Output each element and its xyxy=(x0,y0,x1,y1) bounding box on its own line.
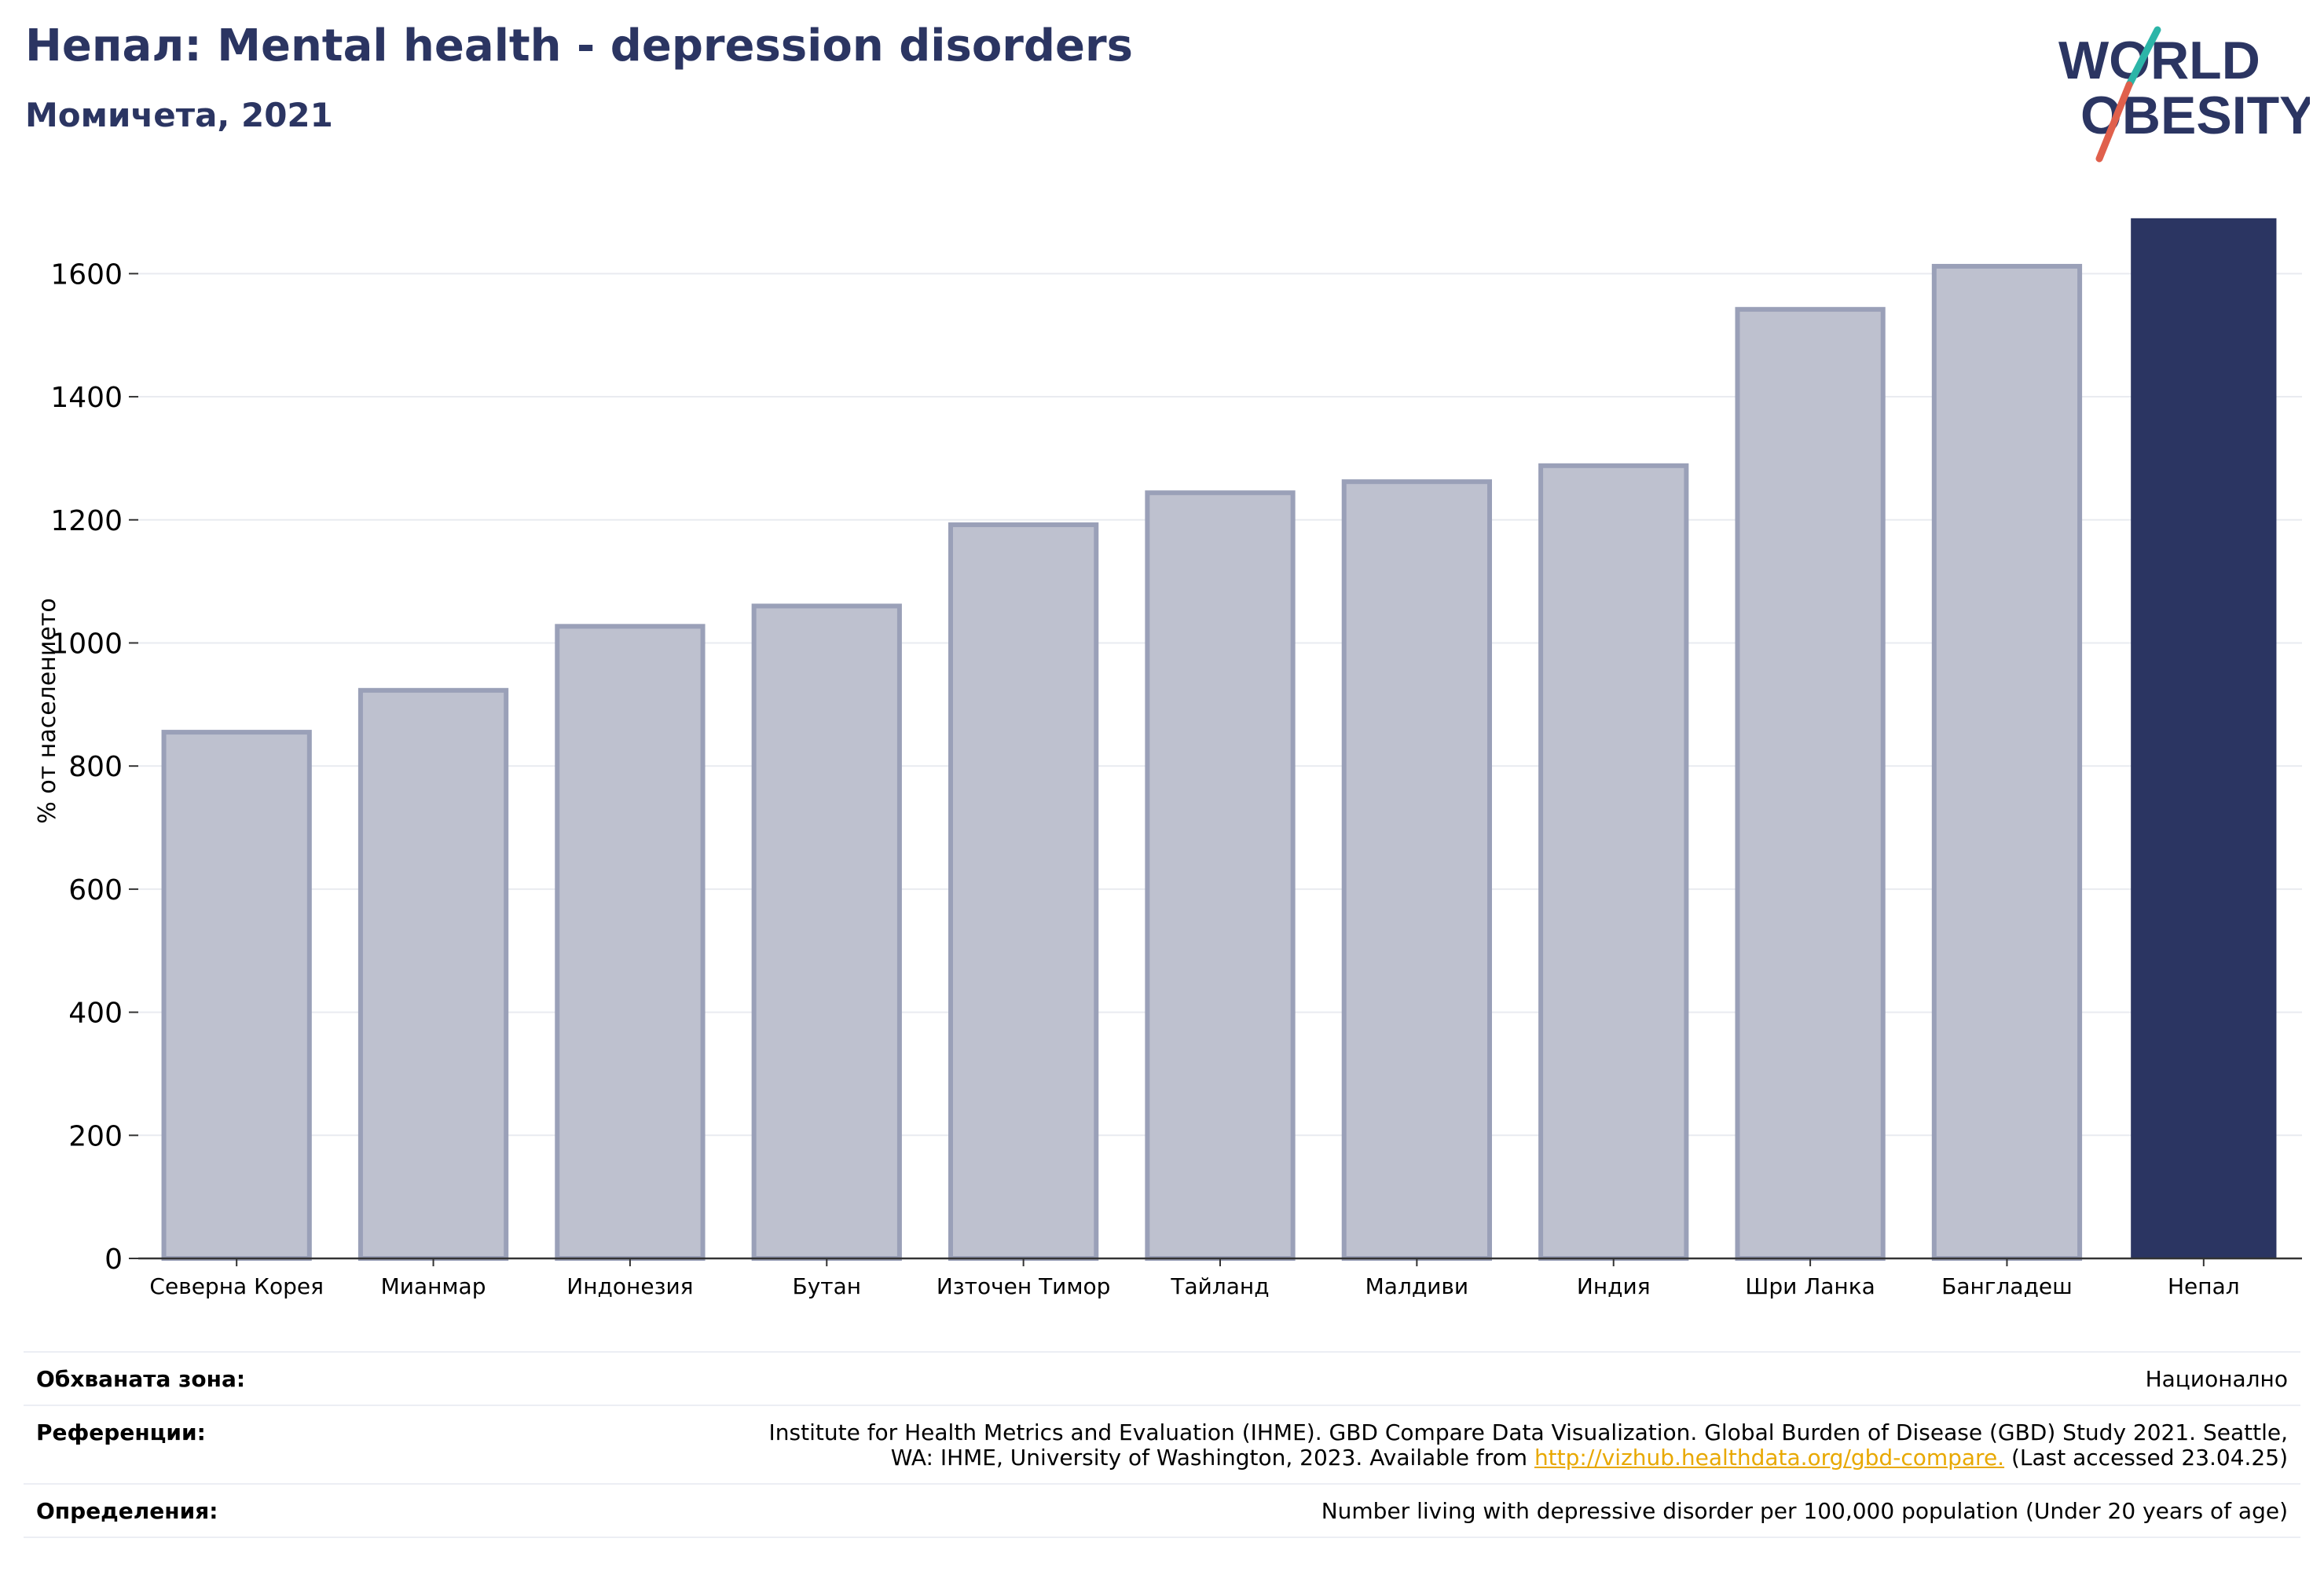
logo-slash-bottom xyxy=(2095,81,2133,163)
coverage-label: Обхваната зона: xyxy=(36,1366,246,1392)
y-tick-label: 1600 xyxy=(50,258,123,291)
bar-6 xyxy=(1145,490,1296,1261)
references-value: Institute for Health Metrics and Evaluat… xyxy=(769,1420,2288,1471)
x-tick-label: Непал xyxy=(2168,1273,2240,1299)
bars xyxy=(161,218,2277,1262)
y-tick-label: 1000 xyxy=(50,628,123,660)
x-axis-ticks: Северна Корея Мианмар Индонезия Бутан Източе… xyxy=(149,1258,2240,1299)
logo-slash-top xyxy=(2125,26,2161,89)
x-tick-label: Малдиви xyxy=(1365,1273,1468,1299)
bar-chart: 0 200 400 600 800 1000 1200 1400 1600 Северна Ко… xyxy=(34,218,2302,1299)
definitions-value: Number living with depressive disorder p… xyxy=(1321,1498,2288,1524)
chart-title: Непал: Mental health - depression disord… xyxy=(25,20,1133,71)
chart-subtitle: Момичета, 2021 xyxy=(25,96,333,134)
x-tick-label: Бангладеш xyxy=(1941,1273,2073,1299)
references-row: Референции: Institute for Health Metrics… xyxy=(24,1405,2300,1483)
bar-5 xyxy=(948,522,1099,1261)
y-tick-label: 200 xyxy=(68,1120,123,1152)
y-tick-label: 0 xyxy=(104,1244,123,1276)
x-tick-label: Бутан xyxy=(792,1273,861,1299)
references-line1: Institute for Health Metrics and Evaluat… xyxy=(768,1419,2288,1445)
x-tick-label: Индия xyxy=(1577,1273,1651,1299)
references-line2-pre: WA: IHME, University of Washington, 2023… xyxy=(890,1445,1534,1471)
logo-text-world: WORLD xyxy=(2058,31,2260,90)
references-label: Референции: xyxy=(36,1419,206,1445)
definitions-row: Определения: Number living with depressi… xyxy=(24,1483,2300,1538)
coverage-value: Национално xyxy=(2145,1366,2288,1392)
x-tick-label: Шри Ланка xyxy=(1745,1273,1875,1299)
y-tick-label: 1400 xyxy=(50,382,123,414)
y-tick-label: 1200 xyxy=(50,505,123,537)
bar-1 xyxy=(161,730,312,1261)
y-axis-label: % от населението xyxy=(34,598,61,823)
bar-4 xyxy=(751,603,902,1261)
y-tick-label: 400 xyxy=(68,998,123,1030)
bar-11 xyxy=(2131,218,2277,1258)
bar-8 xyxy=(1538,463,1689,1261)
info-table: Обхваната зона: Национално Референции: I… xyxy=(24,1351,2300,1538)
bar-7 xyxy=(1341,479,1492,1261)
y-tick-label: 600 xyxy=(68,874,123,907)
definitions-label: Определения: xyxy=(36,1498,218,1524)
x-tick-label: Тайланд xyxy=(1170,1273,1269,1299)
bar-3 xyxy=(555,624,706,1261)
x-tick-label: Източен Тимор xyxy=(937,1273,1111,1299)
bar-2 xyxy=(357,687,509,1261)
references-link[interactable]: http://vizhub.healthdata.org/gbd-compare… xyxy=(1534,1445,2005,1471)
x-tick-label: Индонезия xyxy=(566,1273,693,1299)
coverage-row: Обхваната зона: Национално xyxy=(24,1351,2300,1405)
x-tick-label: Мианмар xyxy=(381,1273,486,1299)
y-tick-label: 800 xyxy=(68,751,123,783)
y-axis-ticks: 0 200 400 600 800 1000 1200 1400 1600 xyxy=(50,258,138,1276)
bar-9 xyxy=(1735,306,1886,1262)
world-obesity-logo: WORLD OBESITY xyxy=(2058,26,2310,163)
bar-10 xyxy=(1931,263,2083,1262)
references-line2-post: (Last accessed 23.04.25) xyxy=(2004,1445,2288,1471)
x-tick-label: Северна Корея xyxy=(149,1273,324,1299)
